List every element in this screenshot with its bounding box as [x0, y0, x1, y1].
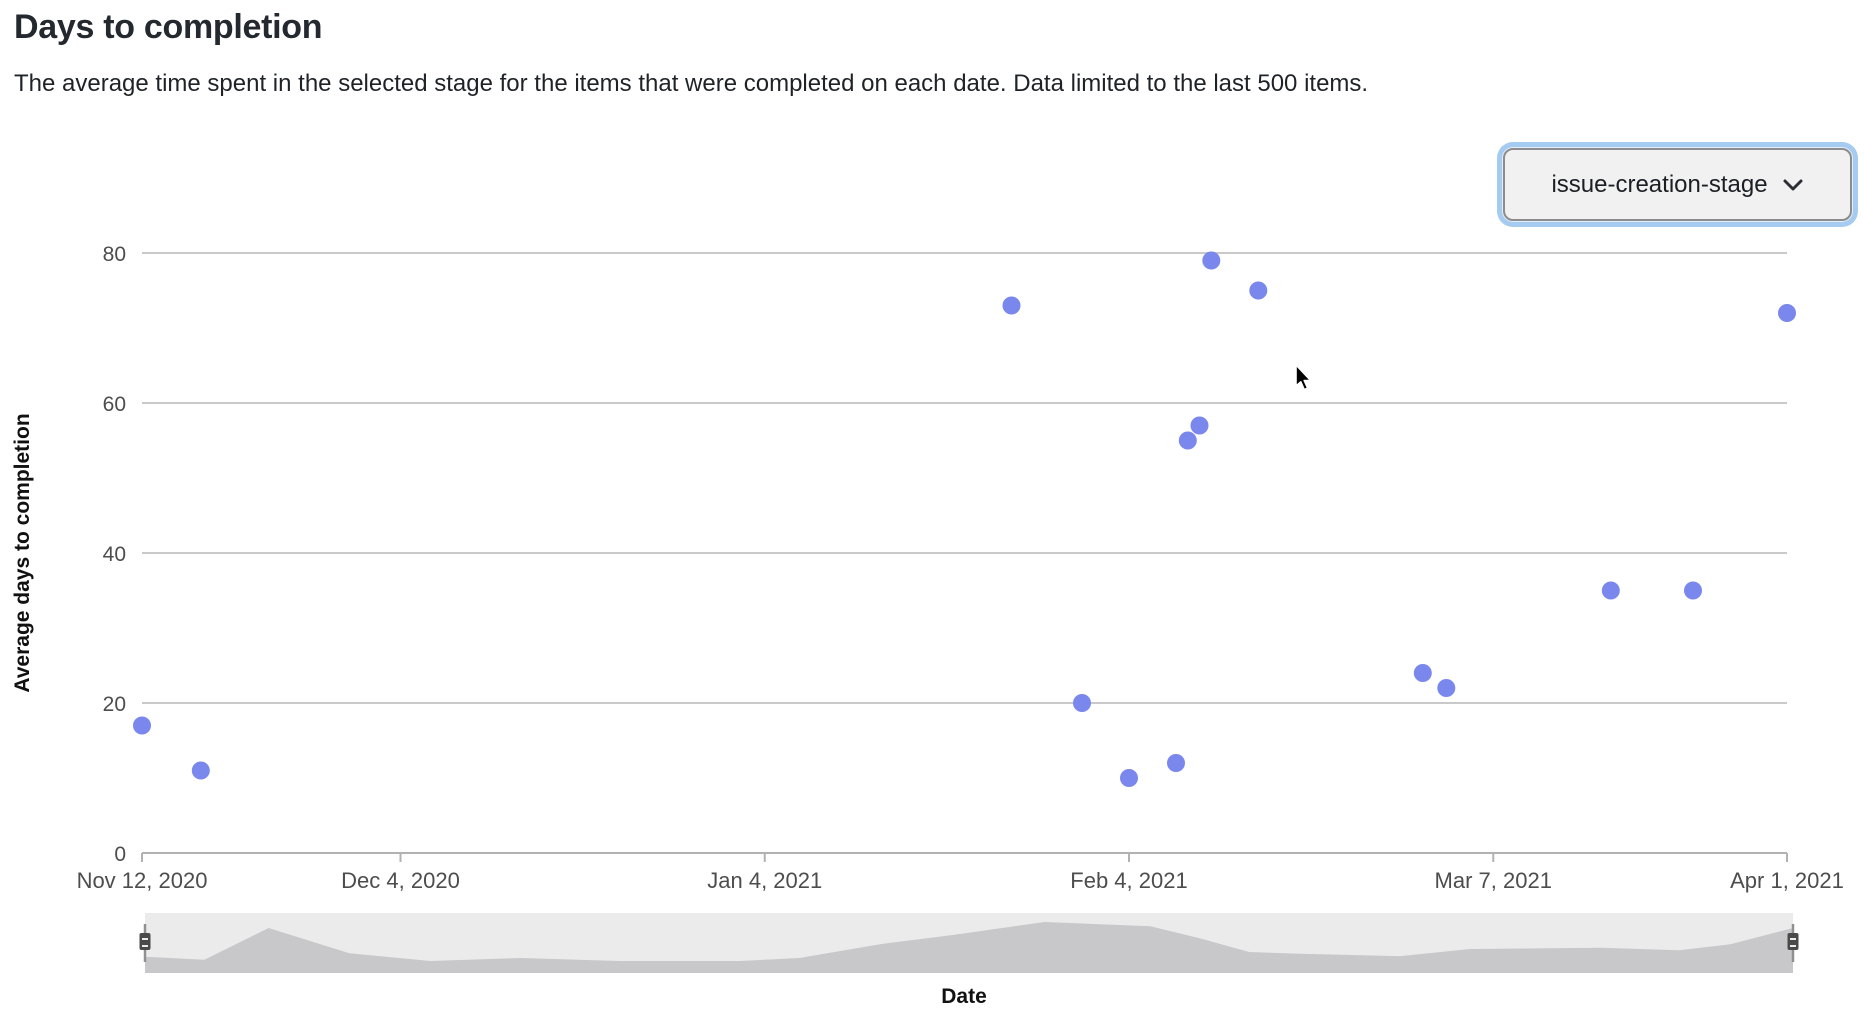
data-point[interactable] [1249, 281, 1268, 300]
data-point[interactable] [1190, 416, 1209, 435]
data-point[interactable] [1684, 581, 1702, 600]
chevron-down-icon [1783, 179, 1803, 190]
data-point[interactable] [1601, 581, 1620, 600]
data-point[interactable] [1073, 694, 1091, 712]
brush-area-profile [145, 922, 1793, 973]
y-tick-label: 0 [114, 843, 126, 866]
data-point[interactable] [191, 761, 210, 780]
data-point[interactable] [1413, 664, 1432, 682]
x-tick-label: Apr 1, 2021 [1730, 868, 1844, 893]
data-point[interactable] [1437, 679, 1456, 697]
x-axis-title: Date [941, 985, 987, 1008]
mouse-cursor [1295, 364, 1312, 391]
x-tick-label: Jan 4, 2021 [707, 868, 822, 893]
brush-handle-right[interactable] [1787, 924, 1799, 962]
x-tick-label: Mar 7, 2021 [1435, 868, 1552, 893]
page-subtitle: The average time spent in the selected s… [14, 70, 1369, 97]
brush-handle-left-part[interactable] [139, 933, 151, 950]
x-tick-label: Feb 4, 2021 [1070, 868, 1187, 893]
brush-handle-right-part[interactable] [1787, 933, 1799, 950]
stage-select-value: issue-creation-stage [1551, 170, 1768, 198]
data-point[interactable] [1202, 251, 1221, 270]
x-tick-label: Dec 4, 2020 [341, 868, 460, 893]
brush-handle-left[interactable] [139, 924, 151, 962]
y-axis-title: Average days to completion [11, 413, 34, 692]
x-tick-label: Nov 12, 2020 [77, 868, 208, 893]
page-title: Days to completion [14, 8, 323, 46]
y-tick-label: 40 [103, 543, 126, 566]
data-point[interactable] [133, 716, 151, 735]
y-tick-label: 80 [103, 243, 126, 266]
data-point[interactable] [1002, 296, 1021, 315]
data-point[interactable] [1778, 304, 1796, 322]
y-tick-label: 20 [103, 693, 126, 716]
data-point[interactable] [1167, 754, 1185, 772]
data-point[interactable] [1120, 769, 1138, 787]
data-point[interactable] [1178, 431, 1197, 450]
y-tick-label: 60 [103, 393, 126, 416]
stage-select[interactable]: issue-creation-stage [1503, 148, 1852, 221]
